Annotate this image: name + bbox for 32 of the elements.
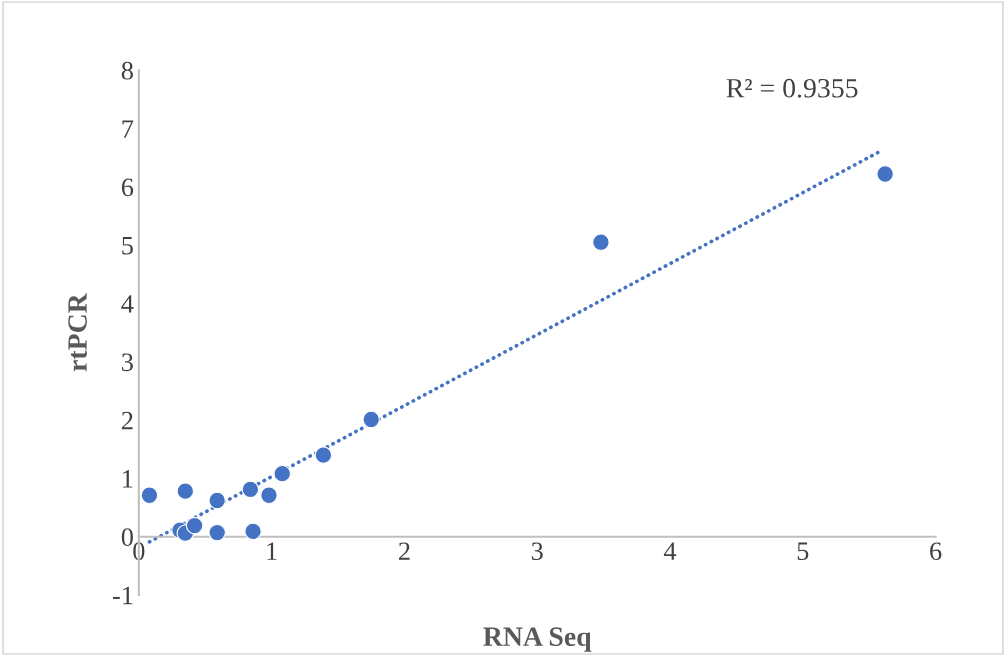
x-tick-label: 4 — [663, 542, 677, 560]
y-tick-label: 6 — [121, 178, 134, 197]
point — [208, 523, 226, 542]
point — [362, 410, 380, 429]
point — [140, 486, 159, 505]
x-tick-label: 2 — [398, 542, 410, 560]
point — [241, 480, 260, 499]
y-tick-label: 5 — [122, 237, 133, 255]
point — [176, 482, 195, 500]
point — [208, 491, 226, 510]
point — [876, 165, 894, 183]
annotation: R² = 0.9355 — [726, 78, 858, 98]
y-tick-label: 8 — [121, 61, 133, 80]
y-tick-label: 7 — [122, 120, 134, 138]
x-tick-label: 6 — [930, 542, 942, 561]
point — [185, 516, 204, 535]
y-tick-label: 2 — [121, 411, 133, 430]
y-tick-label: 4 — [121, 295, 134, 313]
y-tick-label: 3 — [122, 353, 133, 372]
x-axis-title: RNA Seq — [483, 627, 592, 652]
point — [592, 233, 610, 251]
point — [260, 486, 278, 505]
x-tick-label: 1 — [267, 542, 277, 560]
y-tick-label: 0 — [121, 528, 133, 547]
y-axis-title: rtPCR — [68, 293, 87, 372]
point — [314, 446, 333, 464]
y-tick-label: 1 — [123, 470, 133, 488]
y-tick-label: -1 — [112, 586, 133, 605]
x-tick-label: 5 — [797, 542, 809, 561]
x-tick-label: 3 — [531, 542, 543, 561]
point — [244, 522, 262, 541]
point — [273, 464, 292, 483]
